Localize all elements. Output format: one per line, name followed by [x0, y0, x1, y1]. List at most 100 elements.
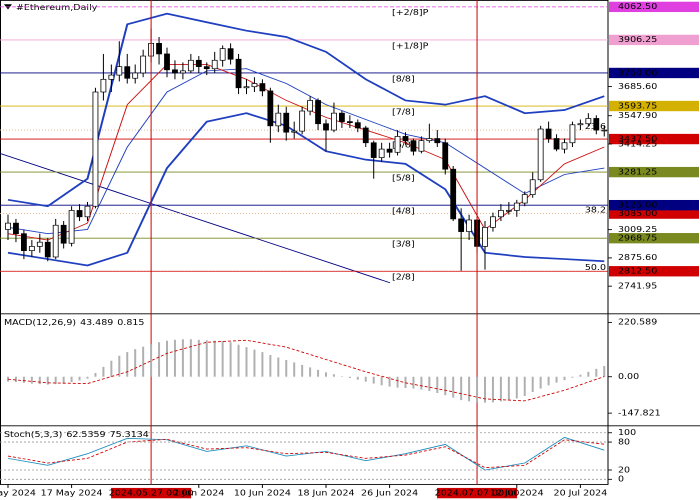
candle-body [52, 224, 59, 258]
candle-body [108, 74, 115, 80]
price-box [609, 166, 699, 178]
stoch-panel [7, 436, 605, 471]
macd-bar [348, 376, 351, 378]
candle-body [13, 222, 19, 235]
candle-body [482, 227, 488, 247]
macd-bar [253, 349, 256, 377]
macd-bar [7, 376, 9, 382]
fib-label: 38.2 [585, 206, 606, 215]
macd-bar [62, 376, 65, 384]
price-box-label: 4062.50 [618, 3, 658, 12]
level-label: [+2/8]P [392, 9, 429, 18]
candle-body [124, 66, 131, 79]
date-marker-label: 2024.07.07 00:00 [435, 489, 520, 498]
y-tick-label: 220.589 [618, 318, 658, 327]
candle-body [156, 43, 162, 55]
signal-line [7, 339, 605, 402]
candle-body [354, 122, 361, 129]
price-box-label: 2812.50 [618, 267, 658, 276]
candle-body [179, 70, 186, 74]
macd-bar [173, 339, 176, 377]
candle-body [195, 59, 202, 67]
macd-bar [515, 376, 518, 399]
macd-bar [380, 376, 383, 386]
candle-body [243, 86, 250, 89]
candle-body [84, 205, 91, 218]
candle-body [68, 210, 75, 244]
y-tick-label: 80 [618, 438, 630, 447]
level-label: [7/8] [392, 108, 415, 117]
level-label: [+1/8]P [392, 42, 429, 51]
price-box [609, 199, 699, 211]
price-box [609, 1, 699, 13]
macd-bar [404, 376, 407, 389]
level-label: [2/8] [392, 273, 415, 282]
macd-bar [436, 376, 439, 393]
candle-body [442, 142, 449, 170]
candle-body [76, 210, 83, 218]
candle-body [577, 123, 584, 126]
indicator-line [7, 112, 605, 267]
candle-body [187, 59, 194, 72]
macd-bar [309, 367, 312, 377]
candle-body [331, 112, 337, 131]
macd-bar [70, 376, 73, 383]
indicator-line [7, 12, 605, 208]
macd-bar [158, 342, 161, 377]
macd-bar [46, 376, 49, 385]
price-box [609, 100, 699, 112]
macd-bar [245, 347, 248, 377]
macd-bar [332, 374, 335, 377]
macd-bar [507, 376, 510, 401]
candle-body [235, 58, 242, 89]
candle-body [307, 100, 314, 112]
candle-body [100, 78, 107, 93]
macd-bar [142, 346, 145, 377]
candle-body [386, 148, 393, 153]
candle-body [553, 138, 560, 150]
macd-bar [269, 355, 272, 377]
indicator-line [7, 64, 605, 241]
y-tick-label: 3009.25 [618, 225, 657, 234]
macd-bar [531, 376, 534, 392]
macd-bar [30, 376, 33, 384]
macd-bar [484, 376, 486, 403]
candle-body [203, 66, 210, 70]
candle-body [267, 90, 274, 127]
candle-body [315, 100, 321, 125]
stoch-line [7, 438, 605, 469]
macd-bar [14, 376, 17, 383]
candle-body [450, 168, 457, 220]
x-tick-label: 17 May 2024 [41, 489, 103, 498]
candle-body [513, 202, 520, 211]
fib-label: 50.0 [585, 264, 607, 273]
macd-bar [54, 376, 57, 385]
macd-bar [197, 339, 200, 377]
macd-bar [555, 376, 558, 383]
candle-body [36, 241, 43, 247]
macd-bar [476, 376, 479, 403]
macd-bar [94, 373, 97, 377]
y-tick-label: 2741.95 [618, 282, 657, 291]
macd-bar [603, 366, 606, 377]
macd-bar [356, 376, 359, 380]
level-label: [5/8] [392, 174, 415, 183]
macd-bar [491, 376, 494, 403]
price-box-label: 2968.75 [618, 234, 657, 243]
panel-title-value: 0.815 [117, 318, 144, 327]
panel-title-value: 43.489 [80, 318, 114, 327]
macd-bar [189, 339, 192, 377]
y-tick-label: 3547.90 [618, 112, 658, 121]
level-label: [8/8] [392, 75, 415, 84]
candle-body [323, 123, 329, 131]
candle-body [5, 222, 11, 230]
candle-body [259, 83, 266, 92]
candle-body [132, 72, 139, 79]
macd-bar [420, 376, 423, 390]
macd-bar [460, 376, 463, 401]
candle-body [529, 179, 536, 195]
stoch-line [7, 436, 605, 471]
date-marker-box [111, 487, 192, 499]
panel-title-name: MACD(12,26,9) [4, 318, 76, 327]
candle-body [458, 218, 465, 232]
